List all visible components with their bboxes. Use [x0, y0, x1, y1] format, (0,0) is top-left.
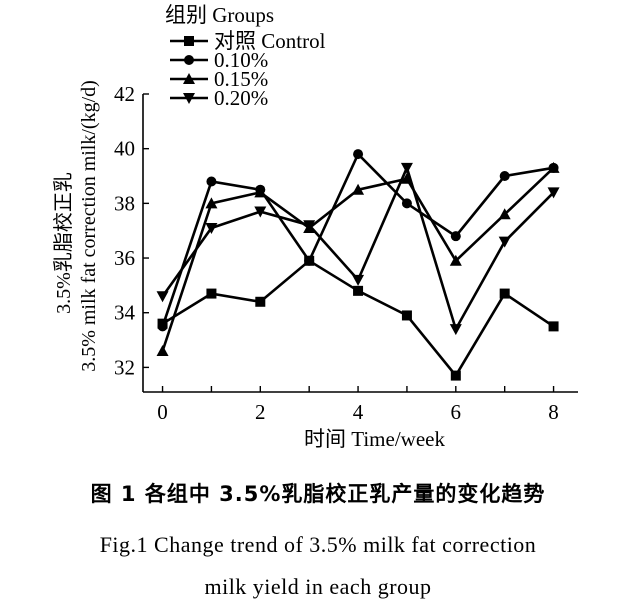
x-tick-label: 8: [548, 400, 559, 424]
data-point: [498, 208, 511, 220]
legend-marker: [184, 55, 194, 65]
caption-chinese: 图 1 各组中 3.5%乳脂校正乳产量的变化趋势: [90, 482, 546, 506]
data-point: [449, 254, 462, 266]
x-axis-title: 时间 Time/week: [304, 427, 445, 451]
x-tick-label: 0: [157, 400, 168, 424]
caption-english-line-1: Fig.1 Change trend of 3.5% milk fat corr…: [99, 532, 537, 557]
y-tick-label: 36: [114, 246, 135, 270]
data-point: [450, 370, 461, 381]
data-point: [206, 176, 217, 187]
data-point: [449, 324, 462, 336]
data-point: [401, 198, 412, 209]
data-point: [254, 206, 267, 218]
data-point: [353, 149, 364, 160]
series-line-2: [161, 151, 554, 327]
y-axis-title-english: 3.5% milk fat correction milk/(kg/d): [78, 80, 100, 372]
data-point: [498, 236, 511, 248]
data-point: [156, 344, 169, 356]
data-point: [304, 255, 315, 266]
data-point: [255, 296, 266, 307]
data-point: [548, 321, 559, 332]
y-tick-label: 42: [114, 82, 135, 106]
data-point: [205, 197, 218, 209]
data-point: [206, 288, 217, 299]
data-point: [499, 171, 510, 182]
y-tick-label: 34: [114, 301, 136, 325]
legend-label: 0.15%: [214, 67, 268, 91]
line-chart: 32 34 36 38 40 42 0 2 4 6 8 时间 Time/week 3.5%乳脂校正乳 3.…: [52, 3, 578, 451]
legend-label: 0.20%: [214, 86, 268, 110]
legend-marker: [184, 36, 194, 46]
y-tick-label: 40: [114, 137, 135, 161]
legend-label: 对照 Control: [214, 29, 326, 53]
x-tick-label: 2: [255, 400, 266, 424]
data-point: [352, 183, 365, 195]
data-point: [450, 231, 461, 242]
x-tick-label: 4: [353, 400, 364, 424]
data-point: [547, 161, 560, 173]
data-point: [400, 162, 413, 174]
y-tick-label: 38: [114, 191, 135, 215]
legend-label: 0.10%: [214, 48, 268, 72]
data-point: [352, 274, 365, 286]
data-point: [254, 186, 267, 198]
data-point: [499, 288, 510, 299]
data-point: [157, 321, 168, 332]
data-point: [156, 291, 169, 303]
legend-marker: [183, 73, 195, 84]
data-point: [547, 187, 560, 199]
y-tick-label: 32: [114, 355, 135, 379]
caption-english-line-2: milk yield in each group: [204, 574, 432, 599]
legend-marker: [183, 93, 195, 104]
legend-title: 组别 Groups: [165, 3, 274, 27]
data-point: [401, 310, 412, 321]
data-point: [205, 222, 218, 234]
x-tick-label: 6: [451, 400, 462, 424]
data-point: [303, 220, 316, 232]
y-axis-title-chinese: 3.5%乳脂校正乳: [52, 172, 75, 314]
data-point: [353, 285, 364, 296]
